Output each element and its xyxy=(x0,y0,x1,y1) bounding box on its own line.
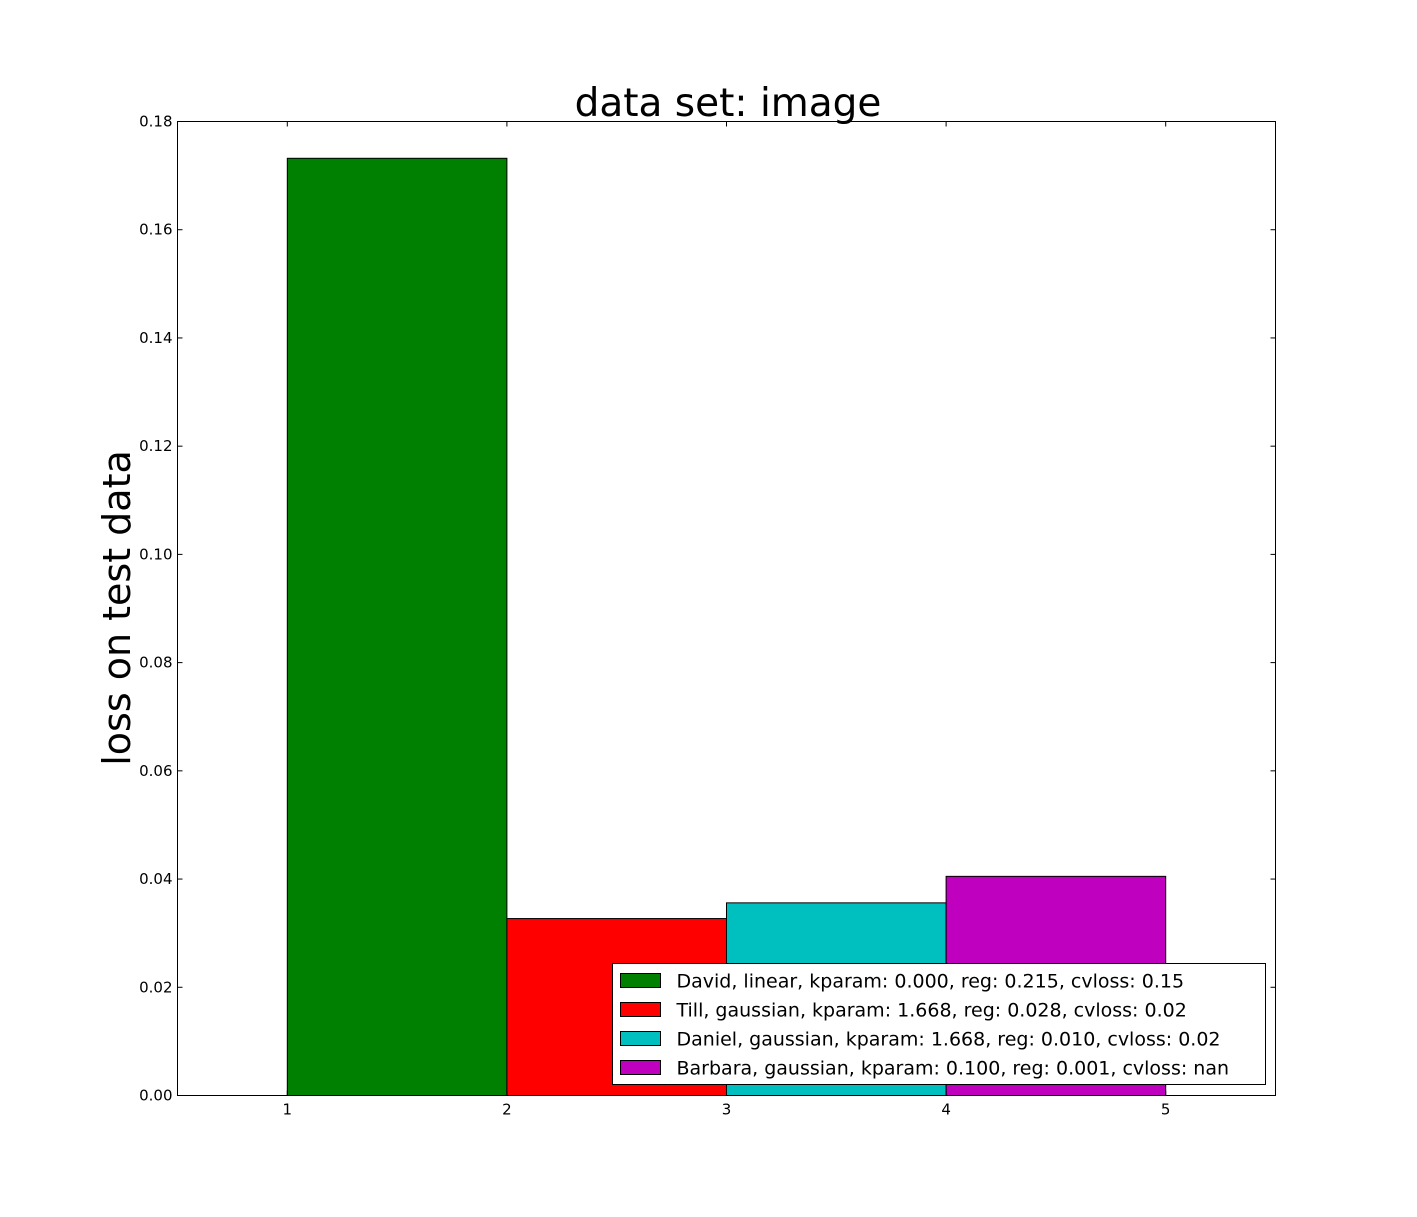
y-tick-label: 0.12 xyxy=(139,437,172,455)
y-tick-label: 0.18 xyxy=(139,113,172,131)
y-tick-label: 0.16 xyxy=(139,221,172,239)
legend-swatch-2 xyxy=(620,1002,661,1017)
y-tick-label: 0.14 xyxy=(139,329,172,347)
y-tick-label: 0.10 xyxy=(139,545,172,563)
bar-1 xyxy=(286,157,508,1097)
chart-title: data set: image xyxy=(575,81,882,126)
legend-label-4: Barbara, gaussian, kparam: 0.100, reg: 0… xyxy=(677,1058,1230,1080)
bars-group xyxy=(286,157,1167,1097)
y-tick-label: 0.02 xyxy=(139,978,172,996)
y-tick-label: 0.06 xyxy=(139,762,172,780)
legend-box xyxy=(612,963,1266,1085)
y-tick-label: 0.04 xyxy=(139,870,172,888)
legend-label-2: Till, gaussian, kparam: 1.668, reg: 0.02… xyxy=(676,1000,1187,1022)
x-tick-label: 4 xyxy=(941,1101,951,1119)
legend-label-3: Daniel, gaussian, kparam: 1.668, reg: 0.… xyxy=(677,1029,1221,1051)
x-tick-label: 1 xyxy=(283,1101,293,1119)
y-tick-label: 0.00 xyxy=(139,1087,172,1105)
legend-swatch-1 xyxy=(620,973,661,988)
legend-swatch-3 xyxy=(620,1031,661,1046)
y-tick-label: 0.08 xyxy=(139,654,172,672)
legend: David, linear, kparam: 0.000, reg: 0.215… xyxy=(612,963,1266,1085)
x-ticks-group: 1 2 3 4 5 xyxy=(283,121,1171,1119)
legend-swatch-4 xyxy=(620,1060,661,1075)
y-ticks-group: 0.00 0.02 0.04 0.06 0.08 0.10 0.12 0.14 0.16 0.18 xyxy=(139,113,1276,1105)
legend-label-1: David, linear, kparam: 0.000, reg: 0.215… xyxy=(677,971,1185,993)
y-axis-label: loss on test data xyxy=(95,450,139,766)
x-tick-label: 2 xyxy=(502,1101,512,1119)
x-tick-label: 5 xyxy=(1161,1101,1171,1119)
x-tick-label: 3 xyxy=(722,1101,732,1119)
